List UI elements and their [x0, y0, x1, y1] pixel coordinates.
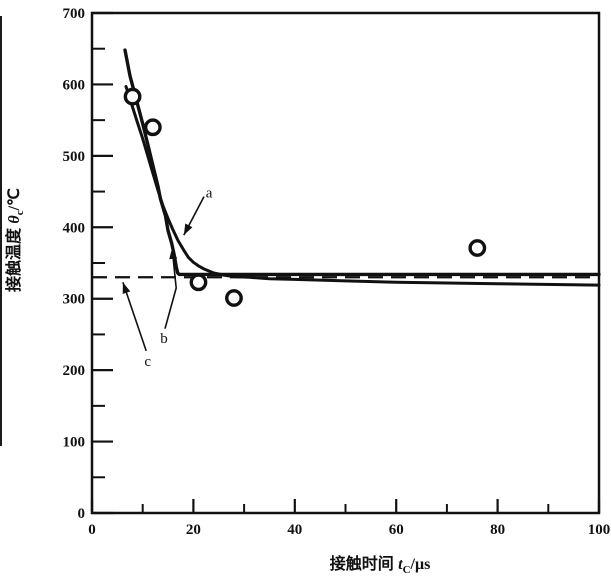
y-tick-label: 400: [63, 220, 86, 236]
axis-label-part: 接触时间: [330, 554, 398, 573]
data-point-circle: [468, 239, 487, 257]
axis-label-part: C: [403, 564, 411, 576]
x-tick-label: 20: [186, 522, 201, 538]
x-tick-label: 60: [389, 522, 404, 538]
axis-label-part: t: [398, 556, 403, 573]
data-points-layer: [123, 87, 487, 307]
axis-label-part: /℃: [6, 188, 23, 211]
annotation-b-label: b: [160, 331, 168, 347]
y-tick-label: 200: [63, 363, 86, 379]
data-point-circle: [225, 289, 243, 307]
x-tick-label: 80: [490, 522, 505, 538]
annotations-layer: a bc: [122, 185, 213, 370]
axis-label-part: /μs: [410, 556, 431, 573]
annotation-c-arrow-line: [122, 282, 147, 352]
y-tick-label: 700: [63, 6, 86, 22]
series-layer: [92, 48, 601, 287]
data-point-circle: [143, 118, 162, 137]
axis-label-part: 接触温度: [4, 224, 23, 292]
annotation-b-arrow-line: [164, 247, 178, 329]
x-axis-ticks: 0 20 40 60 80 100: [88, 499, 610, 538]
y-tick-label: 500: [63, 149, 86, 165]
y-tick-label: 100: [63, 435, 86, 451]
y-tick-label: 300: [63, 292, 86, 308]
y-axis-ticks: 0 100 200 300 400 500 600 700: [63, 6, 113, 522]
annotation-c-arrowhead: [122, 282, 131, 294]
annotation-c-label: c: [144, 354, 151, 370]
annotation-b-arrowhead: [169, 248, 178, 260]
plot-frame: [90, 11, 601, 515]
scan-edge-artifact: [0, 16, 2, 446]
y-tick-label: 0: [78, 506, 86, 522]
x-tick-label: 40: [287, 522, 302, 538]
axis-label-part: c: [14, 210, 26, 215]
data-point-circle: [123, 87, 142, 106]
curve-b-path: [123, 48, 601, 277]
data-point-circle: [189, 273, 208, 292]
y-tick-label: 600: [63, 77, 86, 93]
y-axis-label: 接触温度 θc/℃: [4, 188, 26, 292]
x-tick-label: 100: [588, 522, 611, 538]
curve-a-path: [124, 85, 601, 287]
annotation-a-arrowhead: [183, 223, 193, 236]
x-tick-label: 0: [88, 522, 96, 538]
axis-label-part: θ: [6, 215, 23, 224]
x-axis-label: 接触时间 tC/μs: [330, 554, 431, 576]
annotation-a-label: a: [206, 185, 213, 201]
